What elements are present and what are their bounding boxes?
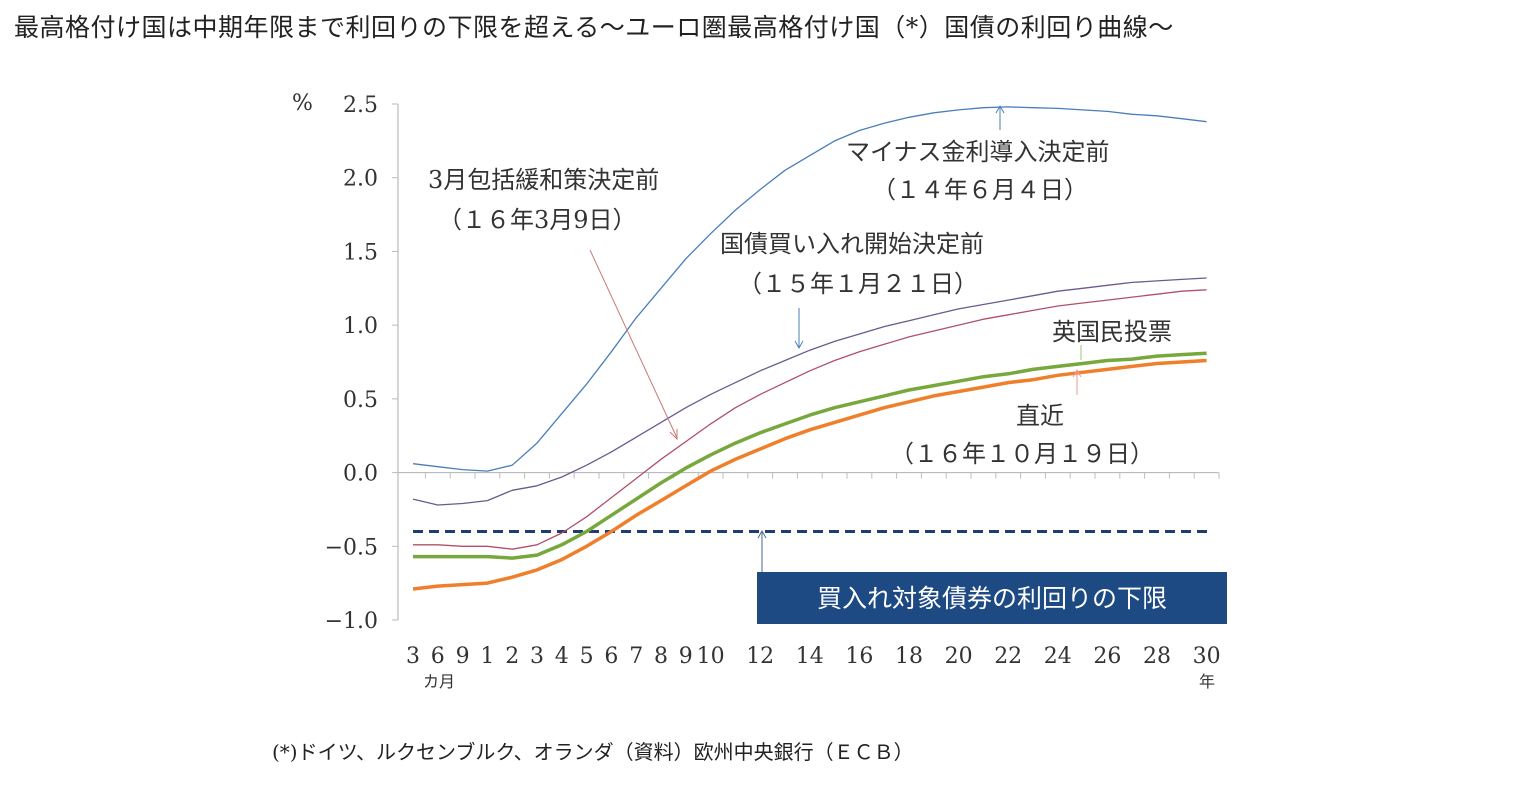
- x-tick-label: 16: [845, 644, 873, 669]
- annotation-2015-title: 国債買い入れ開始決定前: [720, 230, 984, 258]
- y-tick-label: 1.5: [343, 240, 378, 265]
- x-tick-label: 4: [555, 644, 569, 669]
- x-tick-label: 26: [1093, 644, 1121, 669]
- x-tick-label: 28: [1143, 644, 1171, 669]
- floor-label-box: 買入れ対象債券の利回りの下限: [757, 572, 1227, 624]
- footnote: (*)ドイツ、ルクセンブルク、オランダ（資料）欧州中央銀行（ＥＣＢ）: [272, 740, 914, 764]
- y-axis-unit: %: [292, 91, 313, 116]
- annotation-2016mar-date: （１６年3月9日）: [438, 206, 637, 234]
- x-tick-label: 9: [456, 644, 470, 669]
- annotation-brexit: 英国民投票: [1052, 318, 1172, 346]
- annotation-2016mar-title: 3月包括緩和策決定前: [428, 166, 659, 194]
- x-tick-label: 9: [679, 644, 693, 669]
- y-tick-label: −1.0: [325, 609, 378, 634]
- series-lines: [412, 106, 1207, 591]
- x-tick-label: 3: [406, 644, 420, 669]
- x-tick-label: 5: [580, 644, 594, 669]
- x-tick-label: 14: [796, 644, 824, 669]
- annotations: マイナス金利導入決定前 （１４年６月４日） 3月包括緩和策決定前 （１６年3月9…: [428, 104, 1172, 572]
- arrow-latest-head: [1072, 368, 1082, 378]
- x-tick-label: 18: [895, 644, 923, 669]
- x-tick-label: 24: [1044, 644, 1072, 669]
- x-tick-label: 20: [945, 644, 973, 669]
- x-tick-label: 30: [1193, 644, 1221, 669]
- x-tick-label: 8: [654, 644, 668, 669]
- y-tick-label: −0.5: [325, 535, 378, 560]
- floor-label-text: 買入れ対象債券の利回りの下限: [817, 584, 1167, 613]
- y-tick-label: 2.5: [343, 93, 378, 118]
- x-tick-label: 3: [530, 644, 544, 669]
- series-line-1: [412, 277, 1207, 506]
- y-tick-label: 2.0: [343, 167, 378, 192]
- series-line-0: [412, 106, 1207, 472]
- arrow-2016mar-head: [669, 429, 678, 441]
- x-tick-label: 10: [697, 644, 725, 669]
- x-unit-years: 年: [1199, 672, 1215, 691]
- series-line-3: [413, 351, 1207, 560]
- arrow-floor-head: [757, 529, 767, 539]
- x-tick-label: 22: [994, 644, 1022, 669]
- annotation-latest-title: 直近: [1016, 402, 1064, 430]
- annotation-2014-date: （１４年６月４日）: [872, 176, 1088, 204]
- y-tick-label: 0.5: [343, 388, 378, 413]
- chart-title: 最高格付け国は中期年限まで利回りの下限を超える～ユーロ圏最高格付け国（*）国債の…: [14, 13, 1174, 42]
- axes: 2.52.01.51.00.50.0−0.5−1.03 6 9 1 2 3 4 5 6 7 8 9 10…: [325, 93, 1221, 669]
- annotation-latest-date: （１６年１０月１９日）: [890, 440, 1154, 468]
- annotation-2014-title: マイナス金利導入決定前: [846, 138, 1110, 166]
- y-tick-label: 0.0: [343, 462, 378, 487]
- annotation-2015-date: （１５年１月２１日）: [738, 270, 978, 298]
- floor-label-background: [757, 572, 1227, 624]
- x-unit-months: カ月: [423, 672, 455, 691]
- x-tick-label: 1: [480, 644, 494, 669]
- x-tick-label: 6: [604, 644, 618, 669]
- x-tick-label: 2: [505, 644, 519, 669]
- arrow-2015-head: [794, 340, 804, 350]
- x-tick-label: 12: [746, 644, 774, 669]
- x-tick-label: 7: [629, 644, 643, 669]
- arrow-2014-head: [995, 104, 1005, 114]
- y-tick-label: 1.0: [343, 314, 378, 339]
- x-tick-label: 6: [431, 644, 445, 669]
- series-line-4: [412, 358, 1207, 591]
- arrow-2016mar: [589, 249, 678, 439]
- series-line-2: [413, 289, 1207, 550]
